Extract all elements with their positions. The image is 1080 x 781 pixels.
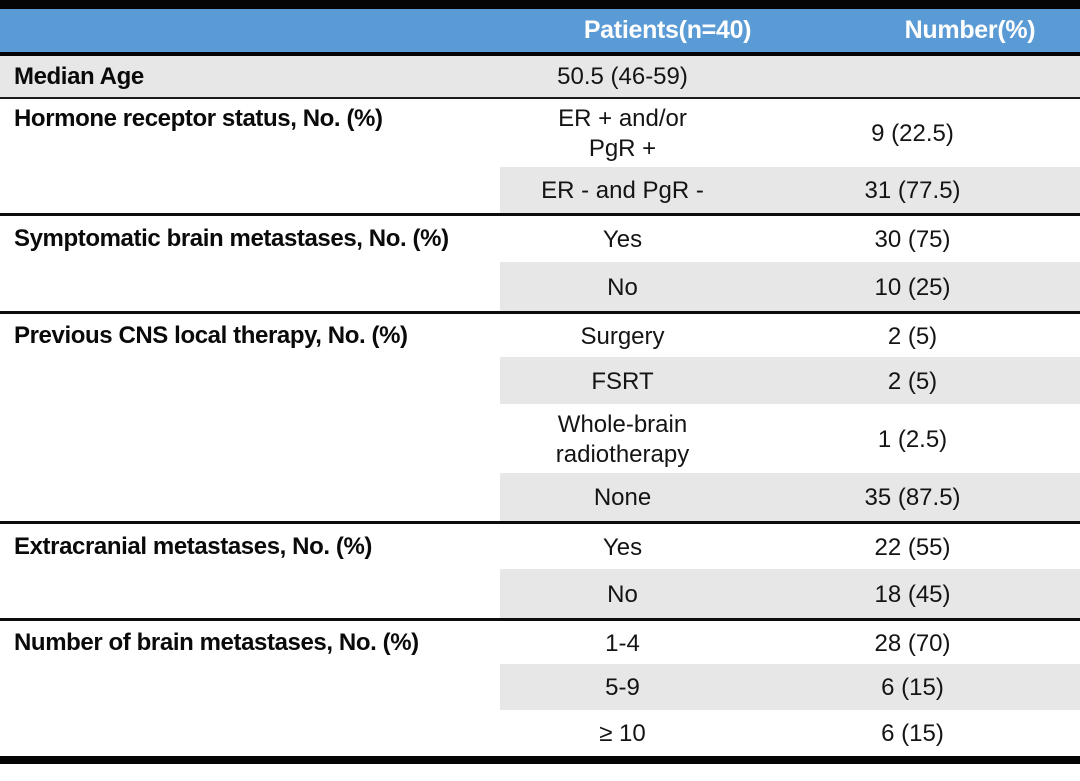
- row-number: 18 (45): [874, 580, 951, 608]
- section-label: Extracranial metastases, No. (%): [14, 532, 373, 560]
- row-category: None: [593, 484, 652, 511]
- row-category: ER - and PgR -: [541, 177, 704, 204]
- header-label-patients: Patients(n=40): [583, 16, 752, 44]
- row-category: No: [607, 580, 638, 608]
- row-category: ER + and/or PgR +: [558, 105, 687, 162]
- row-category: Whole-brain radiotherapy: [555, 410, 690, 468]
- section-label: Hormone receptor status, No. (%): [14, 105, 383, 132]
- header-label-number: Number(%): [904, 16, 1036, 44]
- header-cell-number: Number(%): [745, 16, 1080, 45]
- section-rows: 1-4 28 (70) 5-9 6 (15) ≥ 10 6 (15): [500, 621, 1080, 756]
- section-rows: Yes 22 (55) No 18 (45): [500, 524, 1080, 618]
- median-age-label: Median Age: [14, 62, 144, 90]
- section-hormone-receptor-status: Hormone receptor status, No. (%) ER + an…: [0, 99, 1080, 213]
- section-label-cell: Previous CNS local therapy, No. (%): [0, 314, 500, 521]
- table-top-border: [0, 0, 1080, 9]
- table-header-row: Patients(n=40) Number(%): [0, 9, 1080, 56]
- row-category: No: [607, 273, 638, 301]
- row-median-age: Median Age 50.5 (46-59): [0, 56, 1080, 99]
- row-number: 6 (15): [881, 720, 944, 747]
- row-number: 9 (22.5): [871, 120, 954, 147]
- row-number: 2 (5): [887, 322, 938, 350]
- section-previous-cns-local-therapy: Previous CNS local therapy, No. (%) Surg…: [0, 311, 1080, 521]
- row-category: Surgery: [580, 322, 665, 350]
- row-number: 10 (25): [874, 273, 951, 301]
- row-category: FSRT: [591, 367, 654, 395]
- header-cell-patients: Patients(n=40): [500, 16, 752, 45]
- section-extracranial-metastases: Extracranial metastases, No. (%) Yes 22 …: [0, 521, 1080, 618]
- section-number-of-brain-metastases: Number of brain metastases, No. (%) 1-4 …: [0, 618, 1080, 756]
- table-row: ≥ 10 6 (15): [500, 710, 1080, 756]
- row-number: 30 (75): [874, 226, 951, 253]
- section-label-cell: Extracranial metastases, No. (%): [0, 524, 500, 618]
- row-number: 28 (70): [874, 629, 951, 657]
- row-category: Yes: [602, 533, 643, 561]
- section-rows: Surgery 2 (5) FSRT 2 (5) Whole-brain rad…: [500, 314, 1080, 521]
- section-label: Previous CNS local therapy, No. (%): [14, 321, 408, 349]
- row-number: 22 (55): [874, 533, 951, 561]
- table-row: ER + and/or PgR + 9 (22.5): [500, 99, 1080, 167]
- table-row: Surgery 2 (5): [500, 314, 1080, 357]
- median-age-value: 50.5 (46-59): [557, 62, 688, 90]
- row-category: Yes: [602, 226, 643, 253]
- section-label: Symptomatic brain metastases, No. (%): [14, 225, 449, 252]
- row-number: 31 (77.5): [864, 177, 961, 204]
- table-row: 1-4 28 (70): [500, 621, 1080, 664]
- section-rows: Yes 30 (75) No 10 (25): [500, 216, 1080, 311]
- row-number: 1 (2.5): [877, 425, 948, 453]
- section-label-cell: Hormone receptor status, No. (%): [0, 99, 500, 213]
- row-category: 1-4: [605, 629, 640, 657]
- section-rows: ER + and/or PgR + 9 (22.5) ER - and PgR …: [500, 99, 1080, 213]
- table-row: No 18 (45): [500, 569, 1080, 618]
- median-age-label-cell: Median Age: [0, 63, 500, 91]
- table-row: 5-9 6 (15): [500, 664, 1080, 710]
- section-symptomatic-brain-metastases: Symptomatic brain metastases, No. (%) Ye…: [0, 213, 1080, 311]
- table-row: None 35 (87.5): [500, 473, 1080, 521]
- row-number: 35 (87.5): [864, 484, 961, 511]
- table-row: No 10 (25): [500, 262, 1080, 311]
- section-label-cell: Symptomatic brain metastases, No. (%): [0, 216, 500, 311]
- table-row: Whole-brain radiotherapy 1 (2.5): [500, 404, 1080, 473]
- row-number: 6 (15): [881, 674, 944, 701]
- table-row: FSRT 2 (5): [500, 357, 1080, 404]
- table-row: Yes 22 (55): [500, 524, 1080, 569]
- row-category: 5-9: [605, 674, 640, 701]
- row-category: ≥ 10: [599, 720, 646, 747]
- table-row: ER - and PgR - 31 (77.5): [500, 167, 1080, 213]
- row-number: 2 (5): [887, 367, 938, 395]
- section-label: Number of brain metastases, No. (%): [14, 628, 419, 656]
- table-row: Yes 30 (75): [500, 216, 1080, 262]
- table-bottom-border: [0, 756, 1080, 764]
- section-label-cell: Number of brain metastases, No. (%): [0, 621, 500, 756]
